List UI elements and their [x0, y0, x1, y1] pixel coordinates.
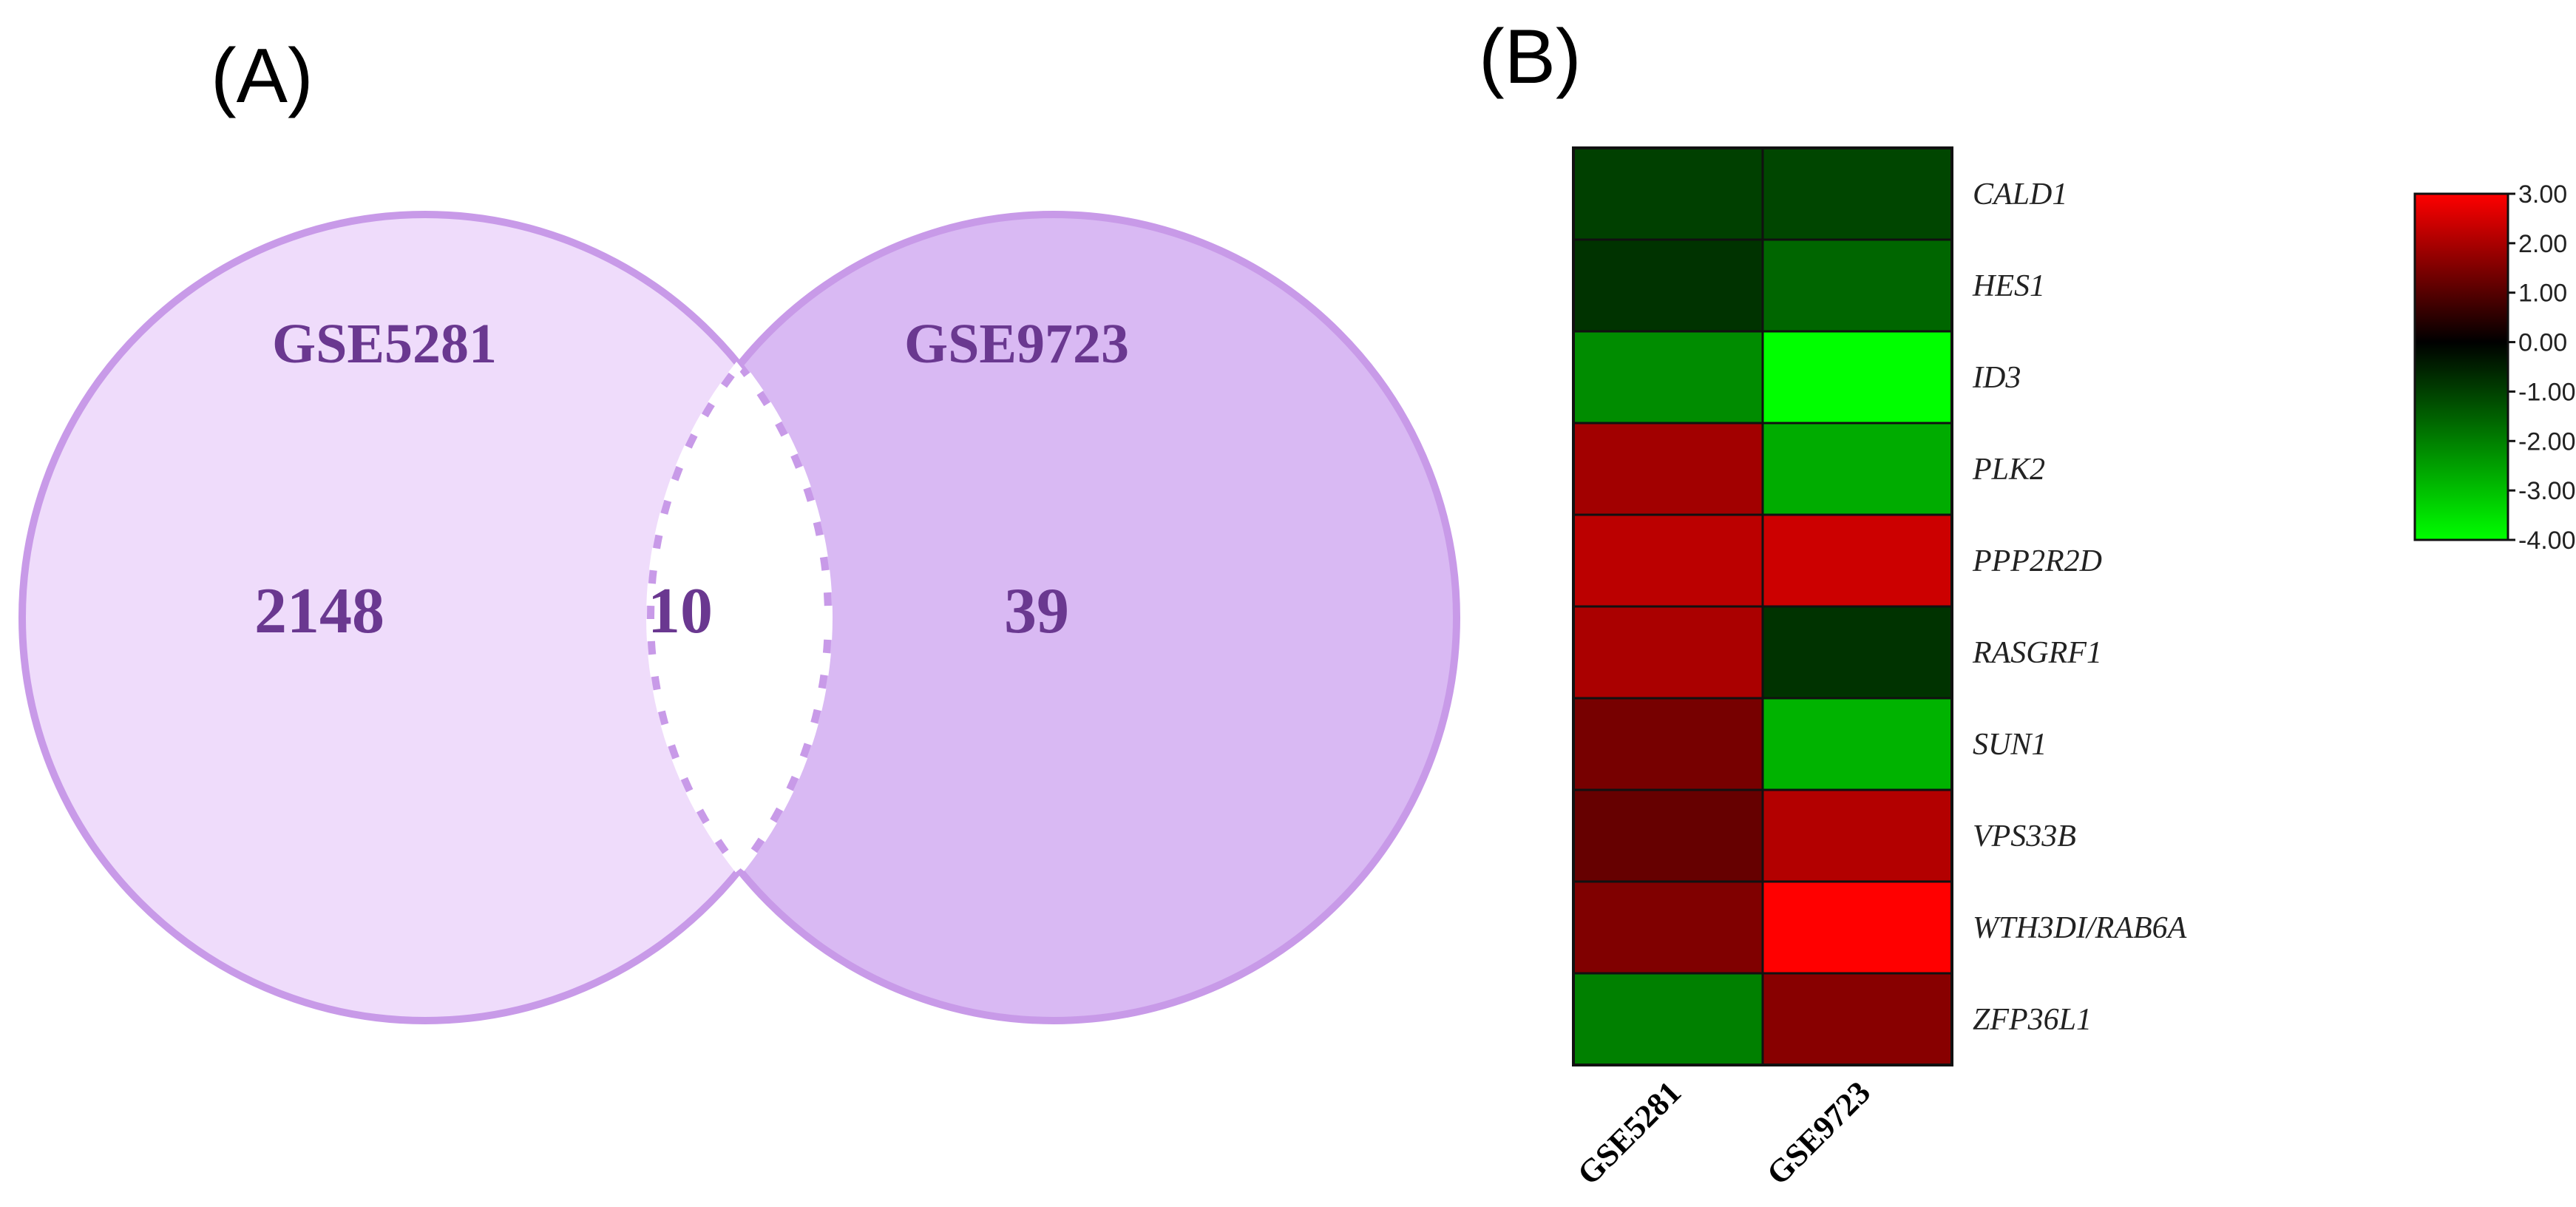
heatmap-row-label: PLK2: [1972, 453, 2045, 487]
venn-diagram: GSE5281 GSE9723 2148 10 39: [18, 211, 1460, 1024]
heatmap-column-labels: GSE5281 GSE9723: [1570, 1074, 1877, 1191]
heatmap-row-label: SUN1: [1973, 728, 2047, 762]
heatmap-row-label: ZFP36L1: [1973, 1003, 2092, 1037]
heatmap-cell: [1761, 513, 1953, 608]
heatmap-cell: [1572, 972, 1764, 1066]
heatmap-cell: [1572, 513, 1764, 608]
heatmap-cell: [1761, 422, 1953, 516]
venn-count-intersection: 10: [648, 575, 713, 647]
venn-label-gse5281: GSE5281: [272, 313, 497, 375]
heatmap-cell: [1761, 697, 1953, 791]
colorbar-tick-label: -2.00: [2518, 427, 2576, 456]
venn-circle-gse5281: [22, 214, 828, 1021]
heatmap-cell: [1761, 972, 1953, 1066]
colorbar-tick-label: -3.00: [2518, 477, 2576, 505]
heatmap-column-label: GSE9723: [1760, 1074, 1877, 1191]
heatmap-cell: [1761, 605, 1953, 700]
heatmap-cell: [1572, 605, 1764, 700]
colorbar-tick-label: 0.00: [2518, 329, 2567, 357]
heatmap-cell: [1572, 238, 1764, 333]
heatmap-cell: [1761, 146, 1953, 241]
heatmap-frame: [1572, 146, 1953, 1066]
venn-circle-gse9723: [651, 214, 1457, 1021]
venn-dash-left: [651, 214, 833, 1021]
heatmap-row-label: VPS33B: [1973, 819, 2076, 853]
colorbar-tick-label: 3.00: [2518, 180, 2567, 209]
heatmap-row-label: PPP2R2D: [1972, 544, 2102, 578]
heatmap-cell: [1761, 788, 1953, 883]
colorbar-tick-label: 2.00: [2518, 230, 2567, 258]
heatmap-row-label: WTH3DI/RAB6A: [1973, 911, 2187, 945]
heatmap-column-label: GSE5281: [1570, 1074, 1688, 1191]
colorbar-tick-label: -1.00: [2518, 378, 2576, 406]
colorbar-gradient: [2413, 192, 2509, 541]
heatmap-cell: [1761, 880, 1953, 975]
venn-outline-gse9723: [647, 211, 1460, 1024]
heatmap-cells: [1572, 146, 1953, 1066]
colorbar: 3.00 2.00 1.00 0.00 -1.00 -2.00 -3.00 -4.00: [2413, 180, 2576, 555]
venn-count-gse5281-only: 2148: [254, 575, 384, 647]
colorbar-tick-label: 1.00: [2518, 280, 2567, 308]
heatmap-cell: [1761, 330, 1953, 425]
heatmap-row-label: CALD1: [1973, 178, 2067, 212]
heatmap-cell: [1572, 788, 1764, 883]
heatmap-row-labels: CALD1 HES1 ID3 PLK2 PPP2R2D RASGRF1 SUN1 VPS33B…: [1972, 178, 2187, 1037]
venn-count-gse9723-only: 39: [1004, 575, 1069, 647]
panel-b-label: (B): [1479, 14, 1582, 100]
colorbar-ticks: 3.00 2.00 1.00 0.00 -1.00 -2.00 -3.00 -4.00: [2508, 180, 2576, 555]
heatmap-row-label: HES1: [1972, 269, 2045, 303]
heatmap-cell: [1761, 238, 1953, 333]
heatmap-cell: [1572, 697, 1764, 791]
colorbar-tick-label: -4.00: [2518, 527, 2576, 555]
heatmap-row-label: ID3: [1972, 361, 2021, 395]
venn-label-gse9723: GSE9723: [904, 313, 1129, 375]
heatmap: CALD1 HES1 ID3 PLK2 PPP2R2D RASGRF1 SUN1 VPS33B…: [1570, 146, 2187, 1192]
heatmap-cell: [1572, 146, 1764, 241]
heatmap-cell: [1572, 330, 1764, 425]
heatmap-row-label: RASGRF1: [1972, 636, 2102, 670]
heatmap-cell: [1572, 422, 1764, 516]
heatmap-cell: [1572, 880, 1764, 975]
panel-a-label: (A): [211, 33, 313, 119]
